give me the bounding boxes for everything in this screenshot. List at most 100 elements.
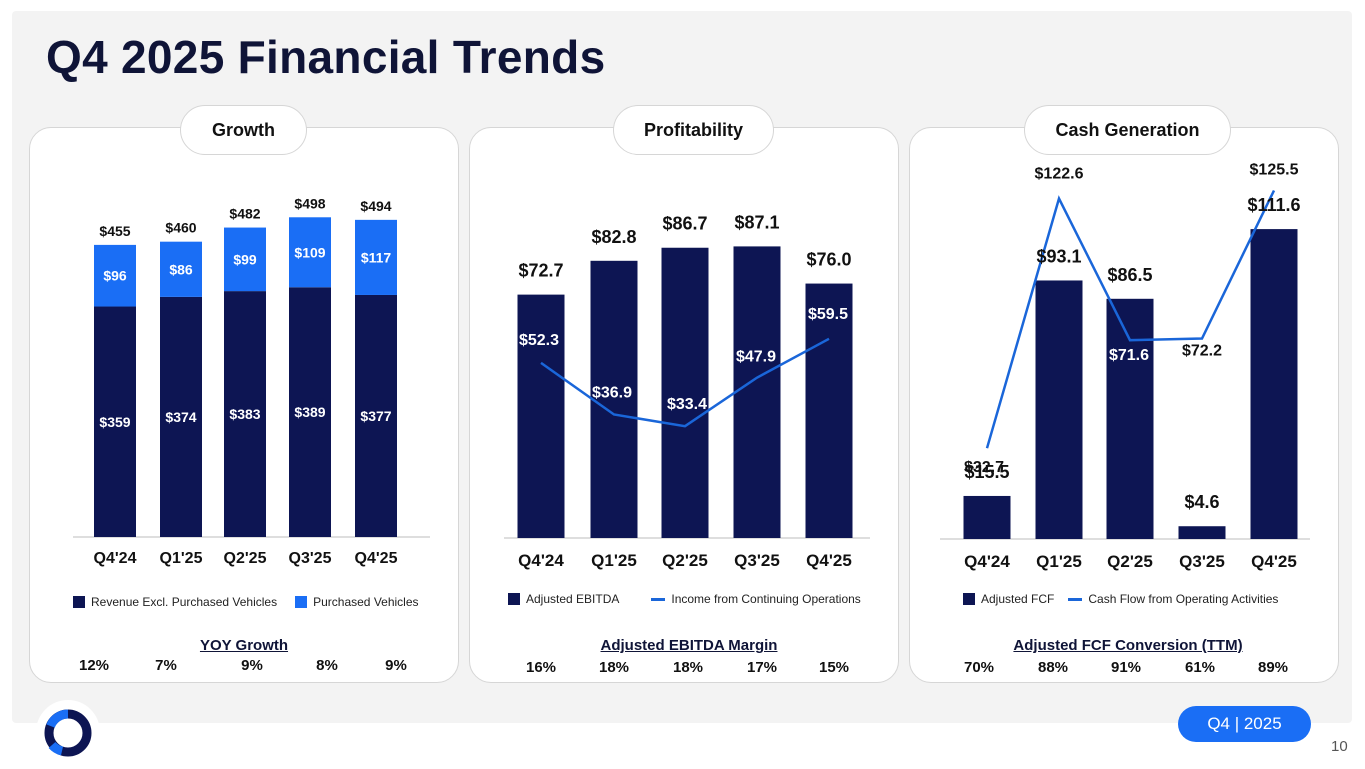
cash-generation-heading: Cash Generation (1024, 105, 1231, 155)
fcf-bar (1250, 229, 1298, 539)
legend-swatch-income-line (651, 597, 666, 601)
ebitda-margin-value: 17% (746, 659, 778, 676)
logo-ring-icon (44, 709, 92, 757)
legend-swatch-purchased (295, 596, 308, 608)
legend-label-fcf: Adjusted FCF (981, 592, 1055, 606)
income-line-label: $33.4 (667, 396, 707, 413)
income-line (540, 337, 830, 428)
x-tick-label: Q1'25 (591, 551, 637, 570)
fcf-bar (1106, 298, 1154, 539)
legend-swatch-cfo-line (1068, 597, 1083, 601)
x-tick-label: Q2'25 (1107, 552, 1153, 571)
total-revenue-label: $498 (294, 195, 325, 211)
revenue-bar-label: $383 (229, 406, 260, 422)
fcf-conversion-value: 89% (1257, 659, 1289, 676)
purchased-vehicles-bar (160, 241, 202, 297)
yoy-growth-value: 7% (155, 657, 177, 674)
yoy-growth-value: 9% (241, 657, 263, 674)
x-tick-label: Q1'25 (1036, 552, 1082, 571)
x-tick-label: Q4'24 (518, 551, 564, 570)
total-revenue-label: $455 (99, 223, 130, 239)
legend-swatch-ebitda (508, 593, 520, 605)
total-revenue-label: $494 (360, 198, 391, 214)
fcf-bar-label: $86.5 (1107, 265, 1152, 285)
ebitda-bar-label: $87.1 (734, 212, 779, 232)
x-tick-label: Q4'24 (94, 550, 137, 567)
income-line-label: $47.9 (736, 349, 776, 366)
ebitda-bar (517, 294, 565, 538)
income-line-label: $36.9 (592, 384, 632, 401)
cfo-line-label: $125.5 (1250, 161, 1299, 178)
fcf-bar-label: $15.5 (964, 462, 1009, 482)
legend-label-ebitda: Adjusted EBITDA (526, 592, 620, 606)
total-revenue-label: $460 (165, 220, 196, 236)
fcf-conversion-value: 91% (1110, 659, 1142, 676)
yoy-growth-value: 9% (385, 657, 407, 674)
ebitda-bar (805, 283, 853, 538)
cfo-line-label: $72.2 (1182, 343, 1222, 360)
x-tick-label: Q4'24 (964, 552, 1010, 571)
x-tick-label: Q1'25 (160, 550, 203, 567)
revenue-bar-label: $374 (165, 409, 196, 425)
legend-swatch-revenue (73, 596, 85, 608)
ebitda-bar (590, 260, 638, 538)
revenue-bar (94, 306, 136, 537)
ebitda-margin-value: 15% (818, 659, 850, 676)
profitability-heading: Profitability (613, 105, 774, 155)
growth-legend: Revenue Excl. Purchased Vehicles Purchas… (73, 595, 419, 609)
yoy-growth-title: YOY Growth (199, 637, 289, 654)
ebitda-bar-label: $76.0 (806, 250, 851, 270)
ebitda-margin-value: 16% (525, 659, 557, 676)
purchased-vehicles-bar (289, 217, 331, 288)
fcf-conversion-value: 88% (1037, 659, 1069, 676)
purchased-bar-label: $96 (103, 268, 127, 284)
x-tick-label: Q3'25 (1179, 552, 1225, 571)
purchased-bar-label: $117 (361, 249, 392, 265)
cfo-line-label: $122.6 (1035, 166, 1084, 183)
x-tick-label: Q4'25 (1251, 552, 1297, 571)
page-number: 10 (1331, 738, 1348, 755)
cash-legend: Adjusted FCF Cash Flow from Operating Ac… (963, 592, 1278, 606)
fcf-bar (1035, 280, 1083, 539)
ebitda-bar-label: $86.7 (662, 214, 707, 234)
fcf-bar (1178, 526, 1226, 539)
purchased-bar-label: $99 (233, 251, 257, 267)
fcf-bar-label: $111.6 (1247, 195, 1300, 215)
growth-heading: Growth (180, 105, 307, 155)
cfo-line-label: $71.6 (1109, 347, 1149, 364)
purchased-vehicles-bar (94, 244, 136, 307)
purchased-bar-label: $86 (169, 261, 193, 277)
revenue-bar (224, 291, 266, 537)
revenue-bar-label: $359 (99, 414, 130, 430)
purchased-bar-label: $109 (294, 244, 325, 260)
fcf-conversion-value: 70% (963, 659, 995, 676)
fcf-bar-label: $4.6 (1184, 492, 1219, 512)
fcf-conversion-title: Adjusted FCF Conversion (TTM) (1013, 637, 1243, 654)
legend-label-revenue: Revenue Excl. Purchased Vehicles (91, 595, 278, 609)
x-tick-label: Q2'25 (662, 551, 708, 570)
purchased-vehicles-bar (355, 219, 397, 295)
revenue-bar (160, 296, 202, 537)
ebitda-margin-value: 18% (598, 659, 630, 676)
ebitda-bar (733, 246, 781, 538)
ebitda-margin-value: 18% (672, 659, 704, 676)
legend-label-purchased: Purchased Vehicles (313, 595, 419, 609)
x-tick-label: Q3'25 (289, 550, 332, 567)
yoy-growth-value: 8% (316, 657, 338, 674)
fcf-conversion-value: 61% (1184, 659, 1216, 676)
purchased-vehicles-bar (224, 227, 266, 292)
revenue-bar-label: $389 (294, 404, 325, 420)
revenue-bar (289, 287, 331, 537)
x-tick-label: Q2'25 (224, 550, 267, 567)
income-line-label: $59.5 (808, 306, 848, 323)
x-tick-label: Q4'25 (355, 550, 398, 567)
page-title: Q4 2025 Financial Trends (46, 31, 606, 83)
ebitda-bar-label: $72.7 (518, 261, 563, 281)
ebitda-bar (661, 247, 709, 539)
legend-swatch-fcf (963, 593, 975, 605)
fcf-bar (963, 495, 1011, 539)
total-revenue-label: $482 (229, 206, 260, 222)
revenue-bar-label: $377 (360, 408, 391, 424)
x-tick-label: Q4'25 (806, 551, 852, 570)
